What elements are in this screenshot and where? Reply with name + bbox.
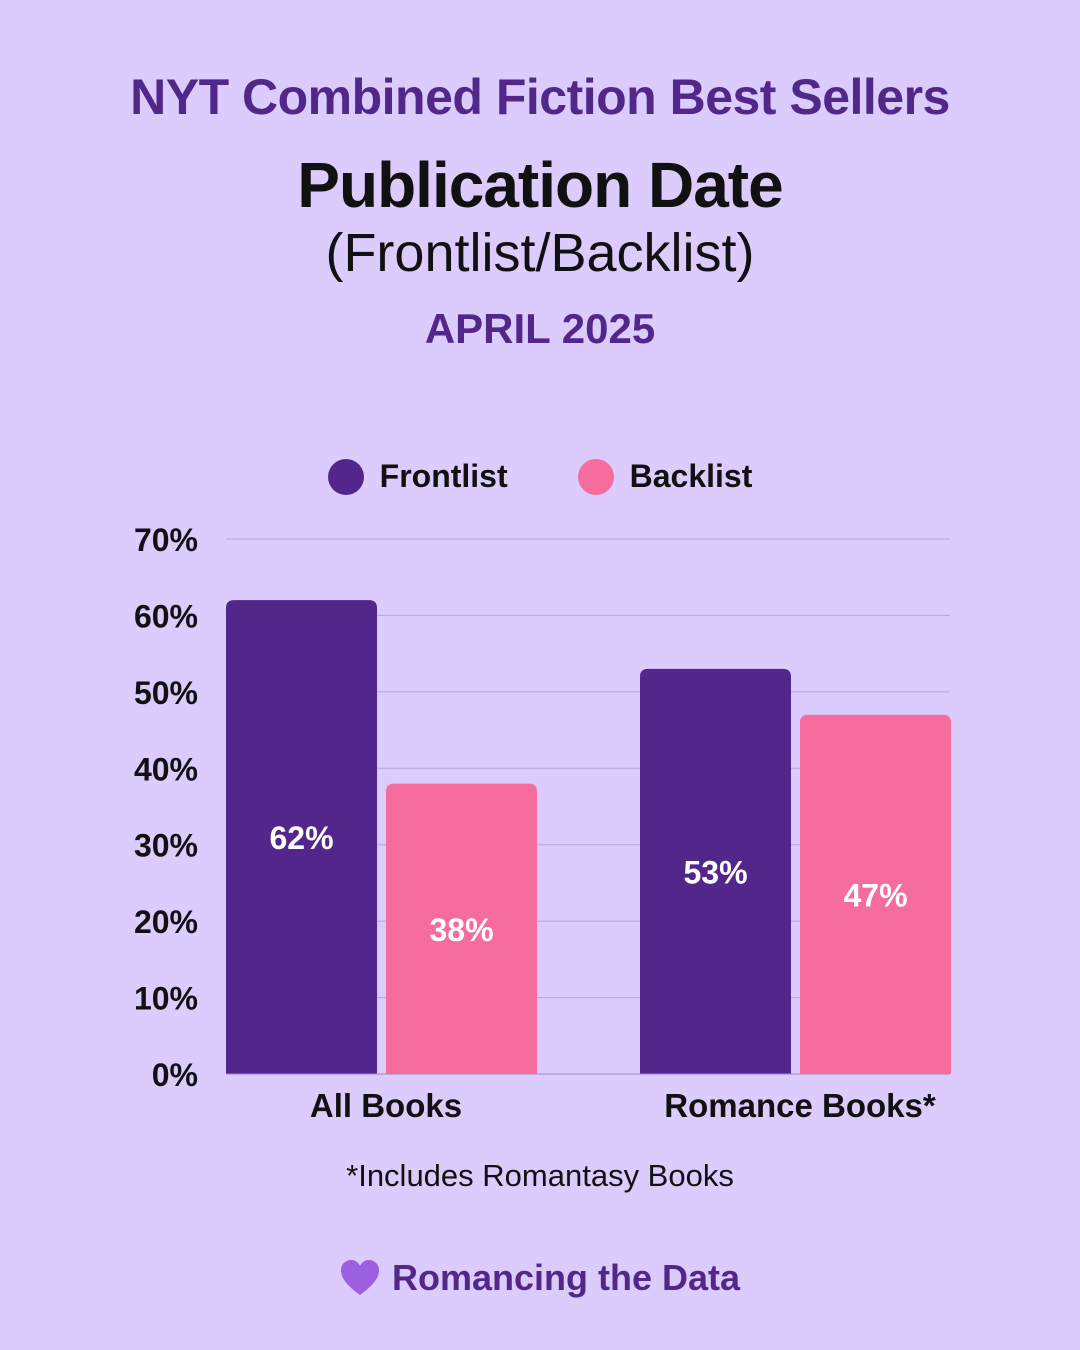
y-tick-label: 0% <box>152 1057 198 1093</box>
bar-chart: 0% 10% 20% 30% 40% 50% 60% 70% 62% 38% All Books 53… <box>134 522 951 1124</box>
bar-value-label: 53% <box>683 854 747 890</box>
date-label: APRIL 2025 <box>424 305 656 352</box>
bar-backlist <box>386 783 537 1074</box>
y-tick-label: 20% <box>134 904 198 940</box>
legend-label-frontlist: Frontlist <box>379 458 508 494</box>
top-title: NYT Combined Fiction Best Sellers <box>130 69 950 125</box>
y-tick-label: 70% <box>134 522 198 558</box>
heart-icon <box>340 1260 379 1295</box>
y-tick-label: 30% <box>134 828 198 864</box>
legend-dot-backlist <box>577 458 614 495</box>
bar-value-label: 38% <box>429 912 493 948</box>
brand-name: Romancing the Data <box>391 1257 741 1298</box>
chart-title: Publication Date <box>297 149 783 221</box>
legend-dot-frontlist <box>327 458 364 495</box>
x-tick-label: All Books <box>310 1087 462 1124</box>
bar-value-label: 47% <box>843 877 907 913</box>
bar-frontlist <box>640 668 791 1074</box>
y-tick-label: 60% <box>134 598 198 634</box>
legend: Frontlist Backlist <box>0 458 1080 495</box>
y-tick-label: 10% <box>134 981 198 1017</box>
legend-item-frontlist: Frontlist <box>327 458 508 495</box>
bar-value-label: 62% <box>269 820 333 856</box>
footnote: *Includes Romantasy Books <box>346 1158 734 1193</box>
bar-frontlist <box>226 600 377 1074</box>
x-tick-label: Romance Books* <box>664 1087 936 1124</box>
brand: Romancing the Data <box>0 1257 1080 1299</box>
y-tick-label: 50% <box>134 675 198 711</box>
y-tick-label: 40% <box>134 751 198 787</box>
bar-backlist <box>800 714 951 1074</box>
legend-item-backlist: Backlist <box>577 458 753 495</box>
legend-label-backlist: Backlist <box>629 458 753 494</box>
chart-subtitle: (Frontlist/Backlist) <box>325 223 755 283</box>
